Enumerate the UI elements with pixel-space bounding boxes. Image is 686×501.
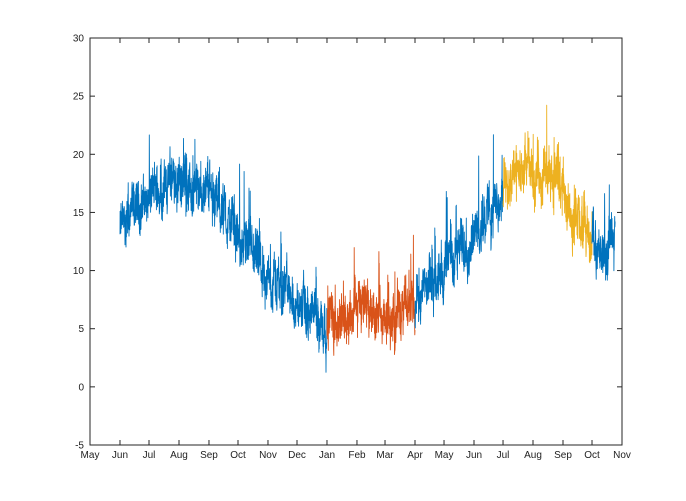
series-line-5: [591, 184, 616, 281]
y-tick-label: 30: [73, 34, 85, 45]
x-tick-label: Aug: [524, 450, 542, 461]
y-tick-label: 5: [78, 324, 84, 335]
series-line-2: [326, 234, 416, 356]
x-tick-label: Sep: [200, 450, 218, 461]
x-tick-label: Jun: [112, 450, 128, 461]
y-tick-label: 20: [73, 150, 85, 161]
y-tick-label: 15: [73, 208, 85, 219]
series-line-4: [502, 104, 593, 264]
x-tick-label: Feb: [348, 450, 366, 461]
x-tick-label: May: [81, 450, 100, 461]
series-line-1: [119, 134, 328, 373]
x-tick-label: Oct: [584, 450, 600, 461]
x-tick-label: Jul: [143, 450, 156, 461]
y-tick-label: 10: [73, 266, 85, 277]
x-tick-label: Oct: [230, 450, 246, 461]
x-tick-label: Jun: [466, 450, 482, 461]
series-line-3: [414, 134, 504, 329]
axis-layer: May Jun Jul Aug Sep Oct Nov Dec Jan Feb Mar Apr May J…: [73, 34, 631, 462]
x-tick-label: Mar: [376, 450, 394, 461]
x-tick-label: Apr: [407, 450, 423, 461]
x-tick-label: Nov: [613, 450, 631, 461]
x-tick-label: Aug: [170, 450, 188, 461]
x-tick-label: Jul: [497, 450, 510, 461]
x-tick-label: Jan: [319, 450, 335, 461]
plot-area: [89, 37, 623, 446]
series-layer: [119, 104, 616, 373]
x-tick-label: May: [435, 450, 454, 461]
x-tick-label: Nov: [259, 450, 277, 461]
y-tick-label: 0: [78, 382, 84, 393]
y-tick-label: 25: [73, 92, 85, 103]
x-tick-label: Dec: [288, 450, 306, 461]
x-tick-label: Sep: [554, 450, 572, 461]
y-tick-label: -5: [75, 441, 84, 452]
